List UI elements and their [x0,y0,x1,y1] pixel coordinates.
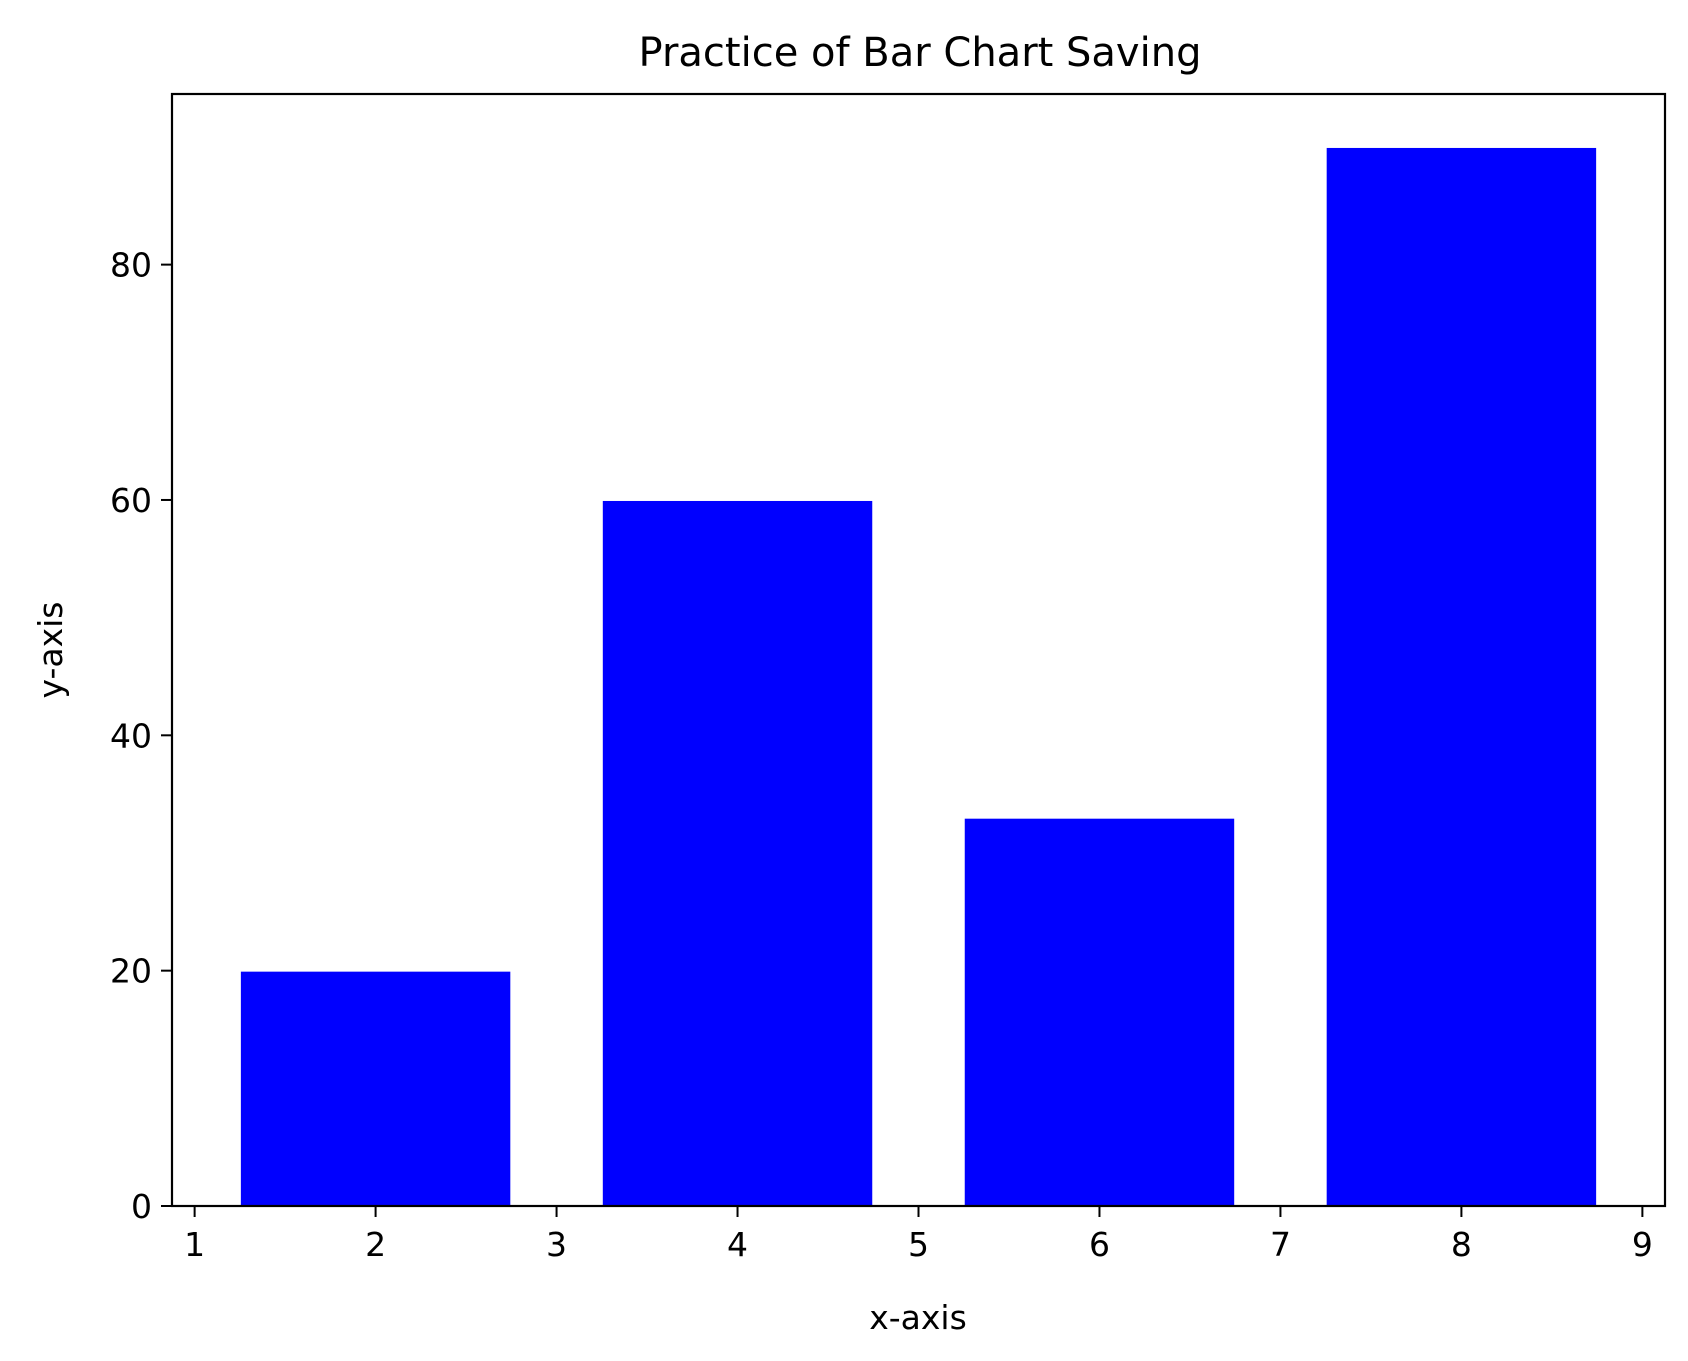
bar-2 [238,969,513,1207]
y-tick-label: 60 [110,481,152,520]
x-tick-label: 4 [727,1225,748,1264]
chart-title: Practice of Bar Chart Saving [639,30,1202,76]
x-tick-label: 7 [1270,1225,1291,1264]
x-tick-label: 5 [908,1225,929,1264]
y-tick-label: 20 [110,952,152,991]
bar-4 [600,498,875,1207]
bars-group [238,145,1599,1208]
x-tick-label: 2 [365,1225,386,1264]
bar-8 [1324,145,1599,1207]
y-axis-label: y-axis [31,602,70,699]
x-tick-label: 6 [1089,1225,1110,1264]
x-axis-ticks: 1 2 3 4 5 6 7 8 9 [184,1206,1653,1264]
y-tick-label: 80 [110,246,152,285]
x-tick-label: 1 [184,1225,205,1264]
x-tick-label: 8 [1451,1225,1472,1264]
x-tick-label: 9 [1632,1225,1653,1264]
y-tick-label: 0 [131,1187,152,1226]
y-tick-label: 40 [110,716,152,755]
x-axis-label: x-axis [869,1298,967,1337]
y-axis-ticks: 0 20 40 60 80 [110,246,172,1226]
bar-6 [962,816,1237,1208]
x-tick-label: 3 [546,1225,567,1264]
